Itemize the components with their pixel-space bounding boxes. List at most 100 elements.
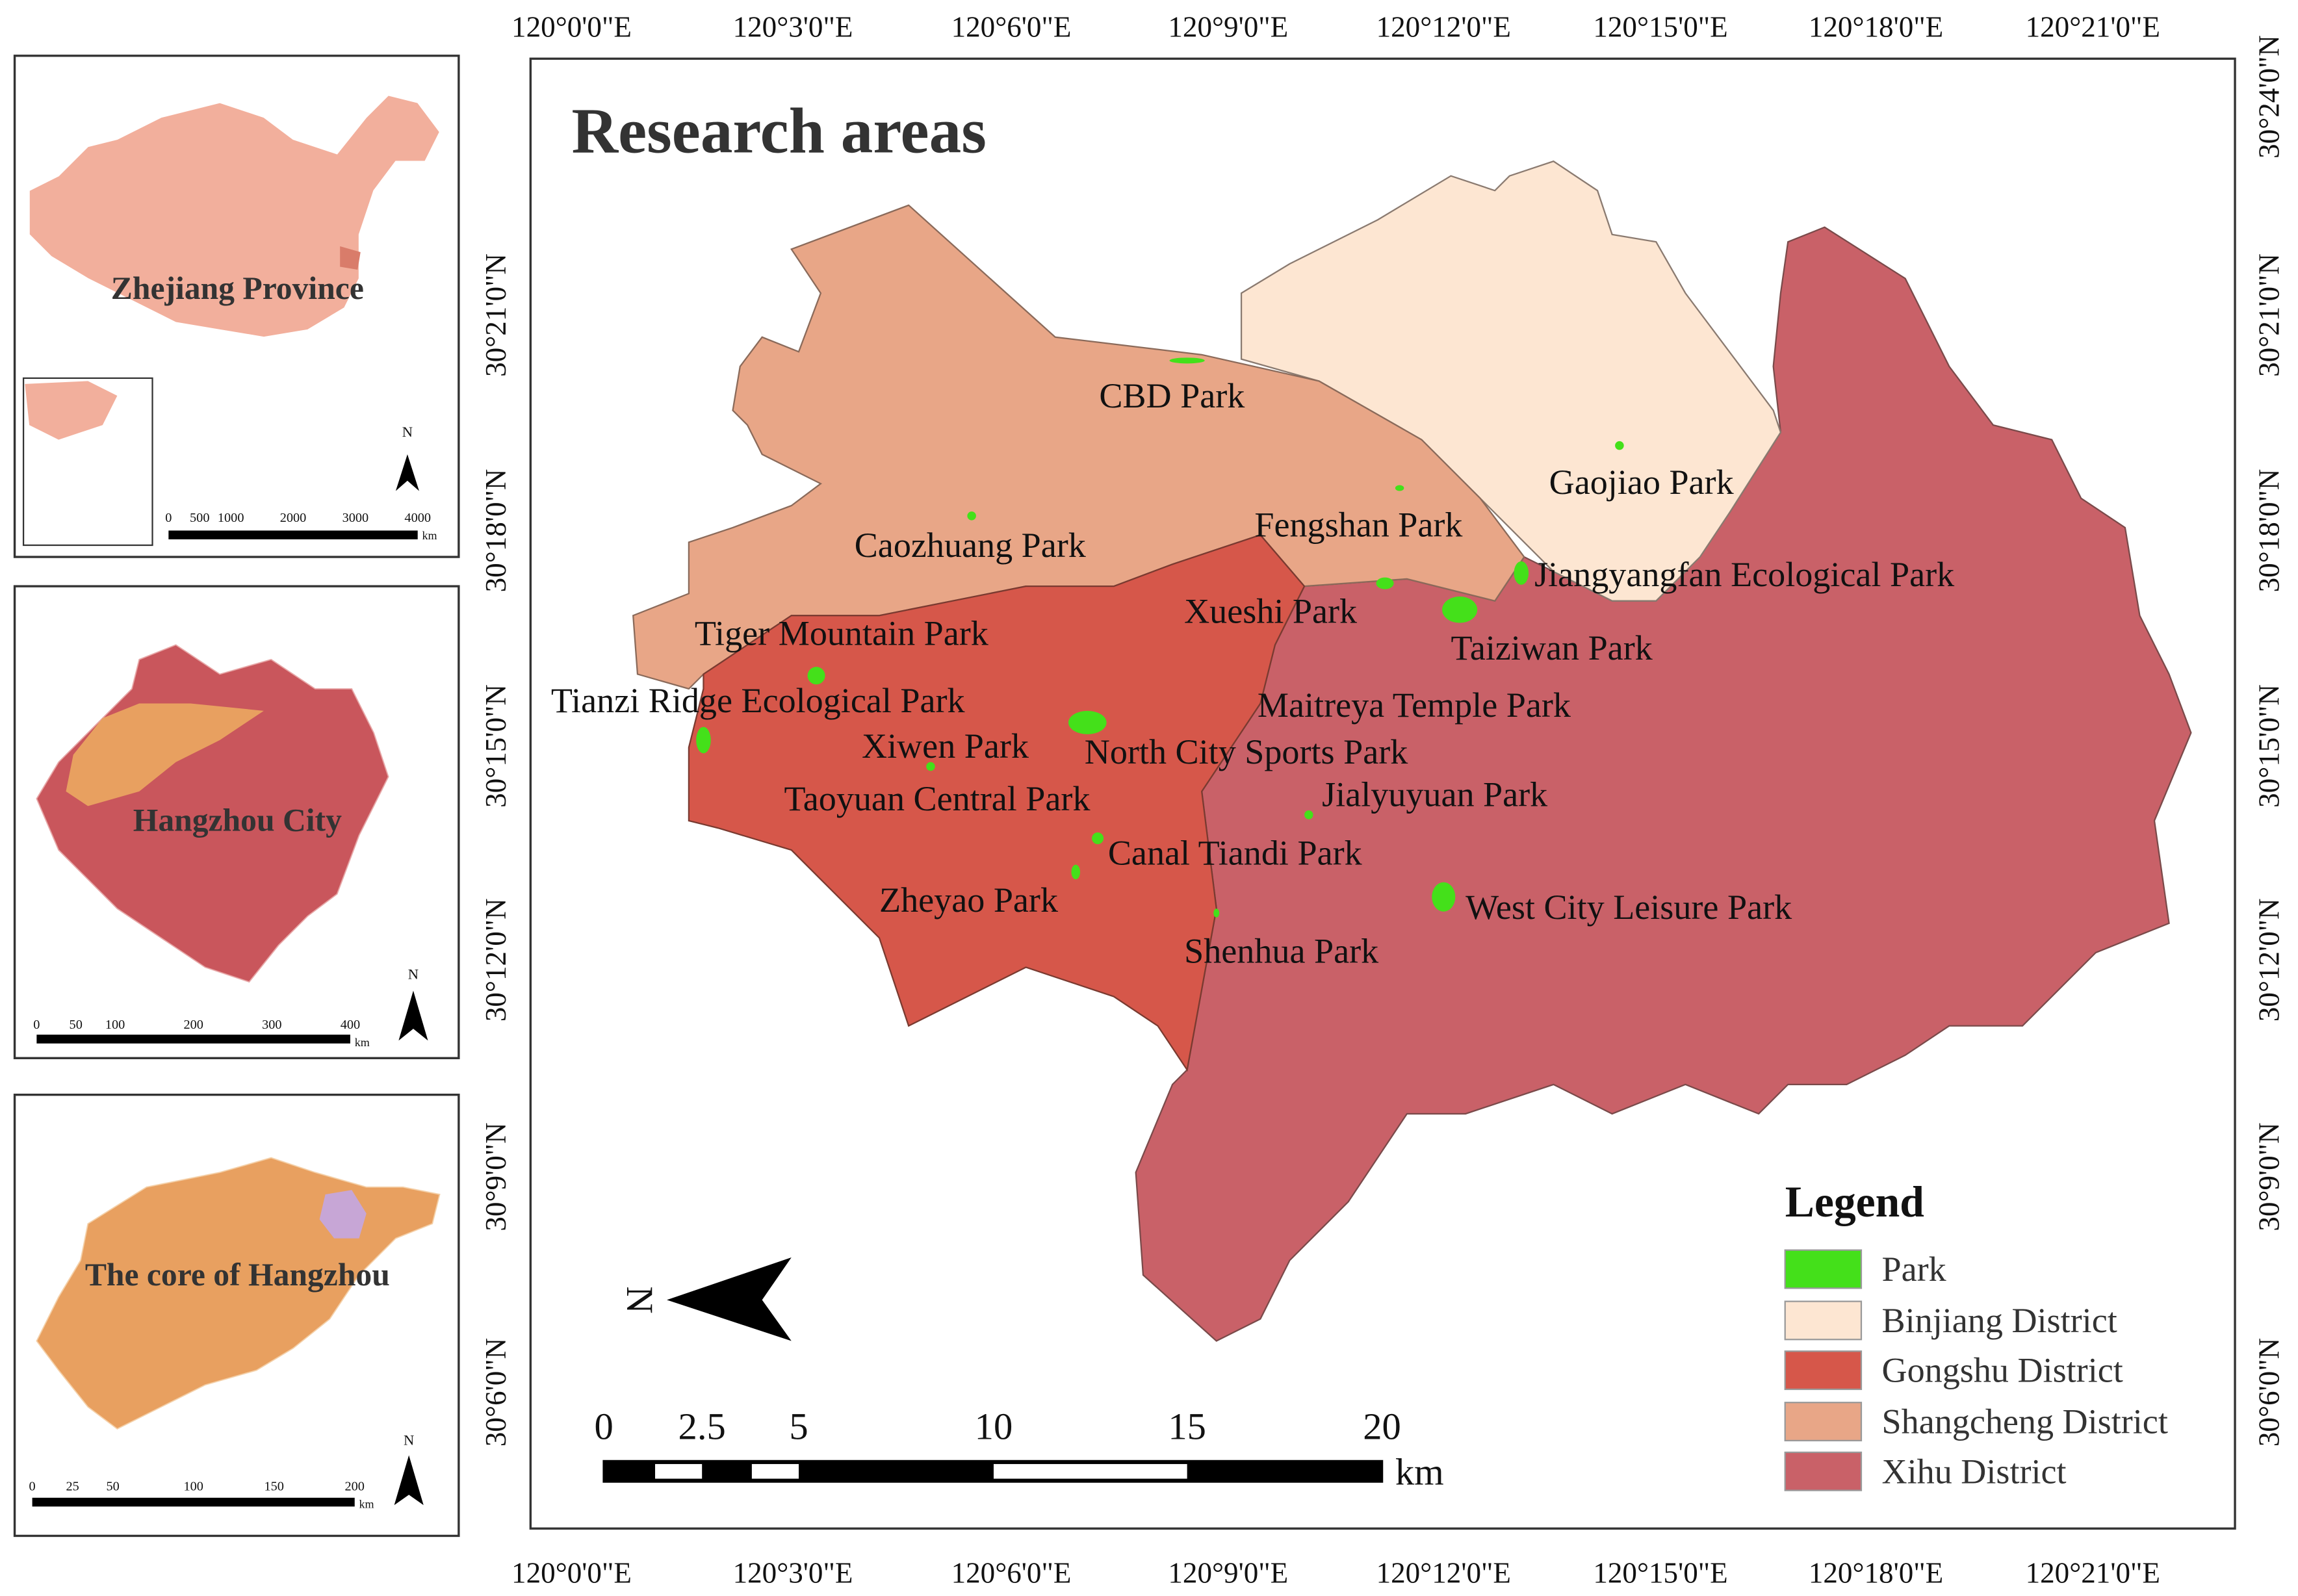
inset-scale-label: 0 [33, 1018, 40, 1032]
inset-scale-bar [32, 1497, 355, 1507]
north-arrow [667, 1257, 792, 1341]
park-label: Taiziwan Park [1451, 628, 1653, 667]
top-coordinate: 120°6'0"E [951, 10, 1072, 43]
inset-scale-label: 100 [105, 1018, 125, 1032]
park-label: Caozhuang Park [855, 526, 1087, 565]
park-label: Jiangyangfan Ecological Park [1534, 555, 1955, 594]
inset-scale-label: 50 [107, 1480, 120, 1494]
park-label: North City Sports Park [1085, 732, 1408, 771]
inset-north-arrow [394, 1455, 424, 1506]
scale-bar-segment [993, 1463, 1187, 1479]
park-label: Fengshan Park [1254, 505, 1463, 544]
inset-scale-label: 150 [264, 1480, 283, 1494]
park-label: Jialyuyuan Park [1322, 775, 1548, 814]
legend-label: Gongshu District [1882, 1351, 2123, 1390]
bottom-coordinate: 120°0'0"E [511, 1557, 632, 1590]
inset-scale-label: 400 [341, 1018, 360, 1032]
top-coordinate: 120°21'0"E [2026, 10, 2160, 43]
bottom-coordinate: 120°15'0"E [1593, 1557, 1727, 1590]
inset-scale-unit: km [422, 529, 437, 542]
bottom-coordinate: 120°18'0"E [1809, 1557, 1943, 1590]
inset-zhejiang [13, 585, 460, 1059]
legend-swatch [1784, 1249, 1863, 1289]
park-shape [1213, 908, 1220, 918]
park-shape [696, 727, 711, 754]
inset-scale-label: 0 [29, 1480, 36, 1494]
xihu-district [1135, 226, 2192, 1342]
bottom-coordinate: 120°12'0"E [1376, 1557, 1511, 1590]
legend-title: Legend [1785, 1178, 1924, 1226]
inset-scale-label: 300 [262, 1018, 281, 1032]
top-coordinate: 120°18'0"E [1809, 10, 1943, 43]
park-label: Tianzi Ridge Ecological Park [551, 681, 966, 720]
park-shape [1376, 577, 1394, 589]
inset-scale-label: 100 [183, 1480, 203, 1494]
scale-label: 2.5 [678, 1406, 726, 1448]
right-coordinate: 30°15'0"N [2253, 684, 2286, 808]
park-shape [1395, 485, 1404, 491]
legend-swatch [1784, 1350, 1863, 1391]
right-coordinate: 30°21'0"N [2253, 253, 2286, 377]
park-shape [1514, 561, 1529, 585]
inset-hangzhou [66, 703, 264, 806]
park-label: Tiger Mountain Park [695, 613, 989, 652]
north-label: N [619, 1286, 661, 1313]
park-label: Shenhua Park [1184, 932, 1379, 971]
inset-scale-label: 200 [183, 1018, 203, 1032]
legend-swatch [1784, 1300, 1863, 1341]
inset-china [13, 55, 460, 558]
left-coordinate: 30°6'0"N [480, 1338, 512, 1447]
park-shape [1442, 596, 1478, 623]
park-shape [1071, 864, 1081, 880]
map-title: Research areas [571, 96, 986, 167]
park-label: Taoyuan Central Park [784, 779, 1091, 818]
inset-scale-bar [168, 530, 418, 539]
top-coordinate: 120°12'0"E [1376, 10, 1511, 43]
inset-scale-label: 25 [66, 1480, 79, 1494]
legend-label: Park [1882, 1250, 1947, 1289]
bottom-coordinate: 120°21'0"E [2026, 1557, 2160, 1590]
scale-bar [602, 1460, 1384, 1483]
top-coordinate: 120°3'0"E [733, 10, 853, 43]
inset-north-arrow [398, 990, 428, 1041]
inset-scale-bar [36, 1035, 350, 1044]
inset-sub-land [25, 381, 118, 440]
park-label: Gaojiao Park [1549, 463, 1735, 502]
scale-label: 15 [1168, 1406, 1206, 1448]
park-label: West City Leisure Park [1465, 888, 1792, 927]
park-label: Maitreya Temple Park [1258, 686, 1571, 725]
park-shape [1068, 710, 1107, 734]
left-coordinate: 30°12'0"N [480, 898, 512, 1022]
inset-scale-unit: km [359, 1498, 374, 1511]
right-coordinate: 30°18'0"N [2253, 469, 2286, 593]
legend-swatches [1784, 1249, 1863, 1491]
park-shape [807, 667, 825, 685]
top-coordinate: 120°9'0"E [1168, 10, 1288, 43]
legend-swatch [1784, 1451, 1863, 1491]
top-coordinate: 120°0'0"E [511, 10, 632, 43]
scale-bar-segment [751, 1463, 799, 1479]
left-coordinate: 30°21'0"N [480, 253, 512, 377]
inset-scale-label: 50 [70, 1018, 83, 1032]
park-label: Xueshi Park [1184, 592, 1358, 631]
bottom-coordinate: 120°6'0"E [951, 1557, 1072, 1590]
inset-scale-label: 0 [165, 511, 172, 525]
right-coordinate: 30°12'0"N [2253, 898, 2286, 1022]
legend-swatch [1784, 1402, 1863, 1441]
park-label: Xiwen Park [862, 727, 1029, 766]
inset-scale-label: 500 [190, 511, 209, 525]
inset-scale-label: 200 [345, 1480, 365, 1494]
left-coordinate: 30°15'0"N [480, 684, 512, 808]
right-coordinate: 30°24'0"N [2253, 35, 2286, 159]
inset-scale-label: 3000 [342, 511, 369, 525]
inset-core [319, 1190, 367, 1239]
legend-label: Xihu District [1882, 1452, 2067, 1491]
inset-scale-unit: km [355, 1036, 370, 1049]
right-coordinate: 30°9'0"N [2253, 1122, 2286, 1231]
scale-bar-base [602, 1460, 1384, 1483]
labels: Research areas 120°0'0"E 120°3'0"E 120°6'0"… [29, 10, 2286, 1589]
park-shape [926, 762, 935, 771]
inset-label: The core of Hangzhou [85, 1257, 390, 1293]
park-label: Canal Tiandi Park [1108, 834, 1363, 873]
